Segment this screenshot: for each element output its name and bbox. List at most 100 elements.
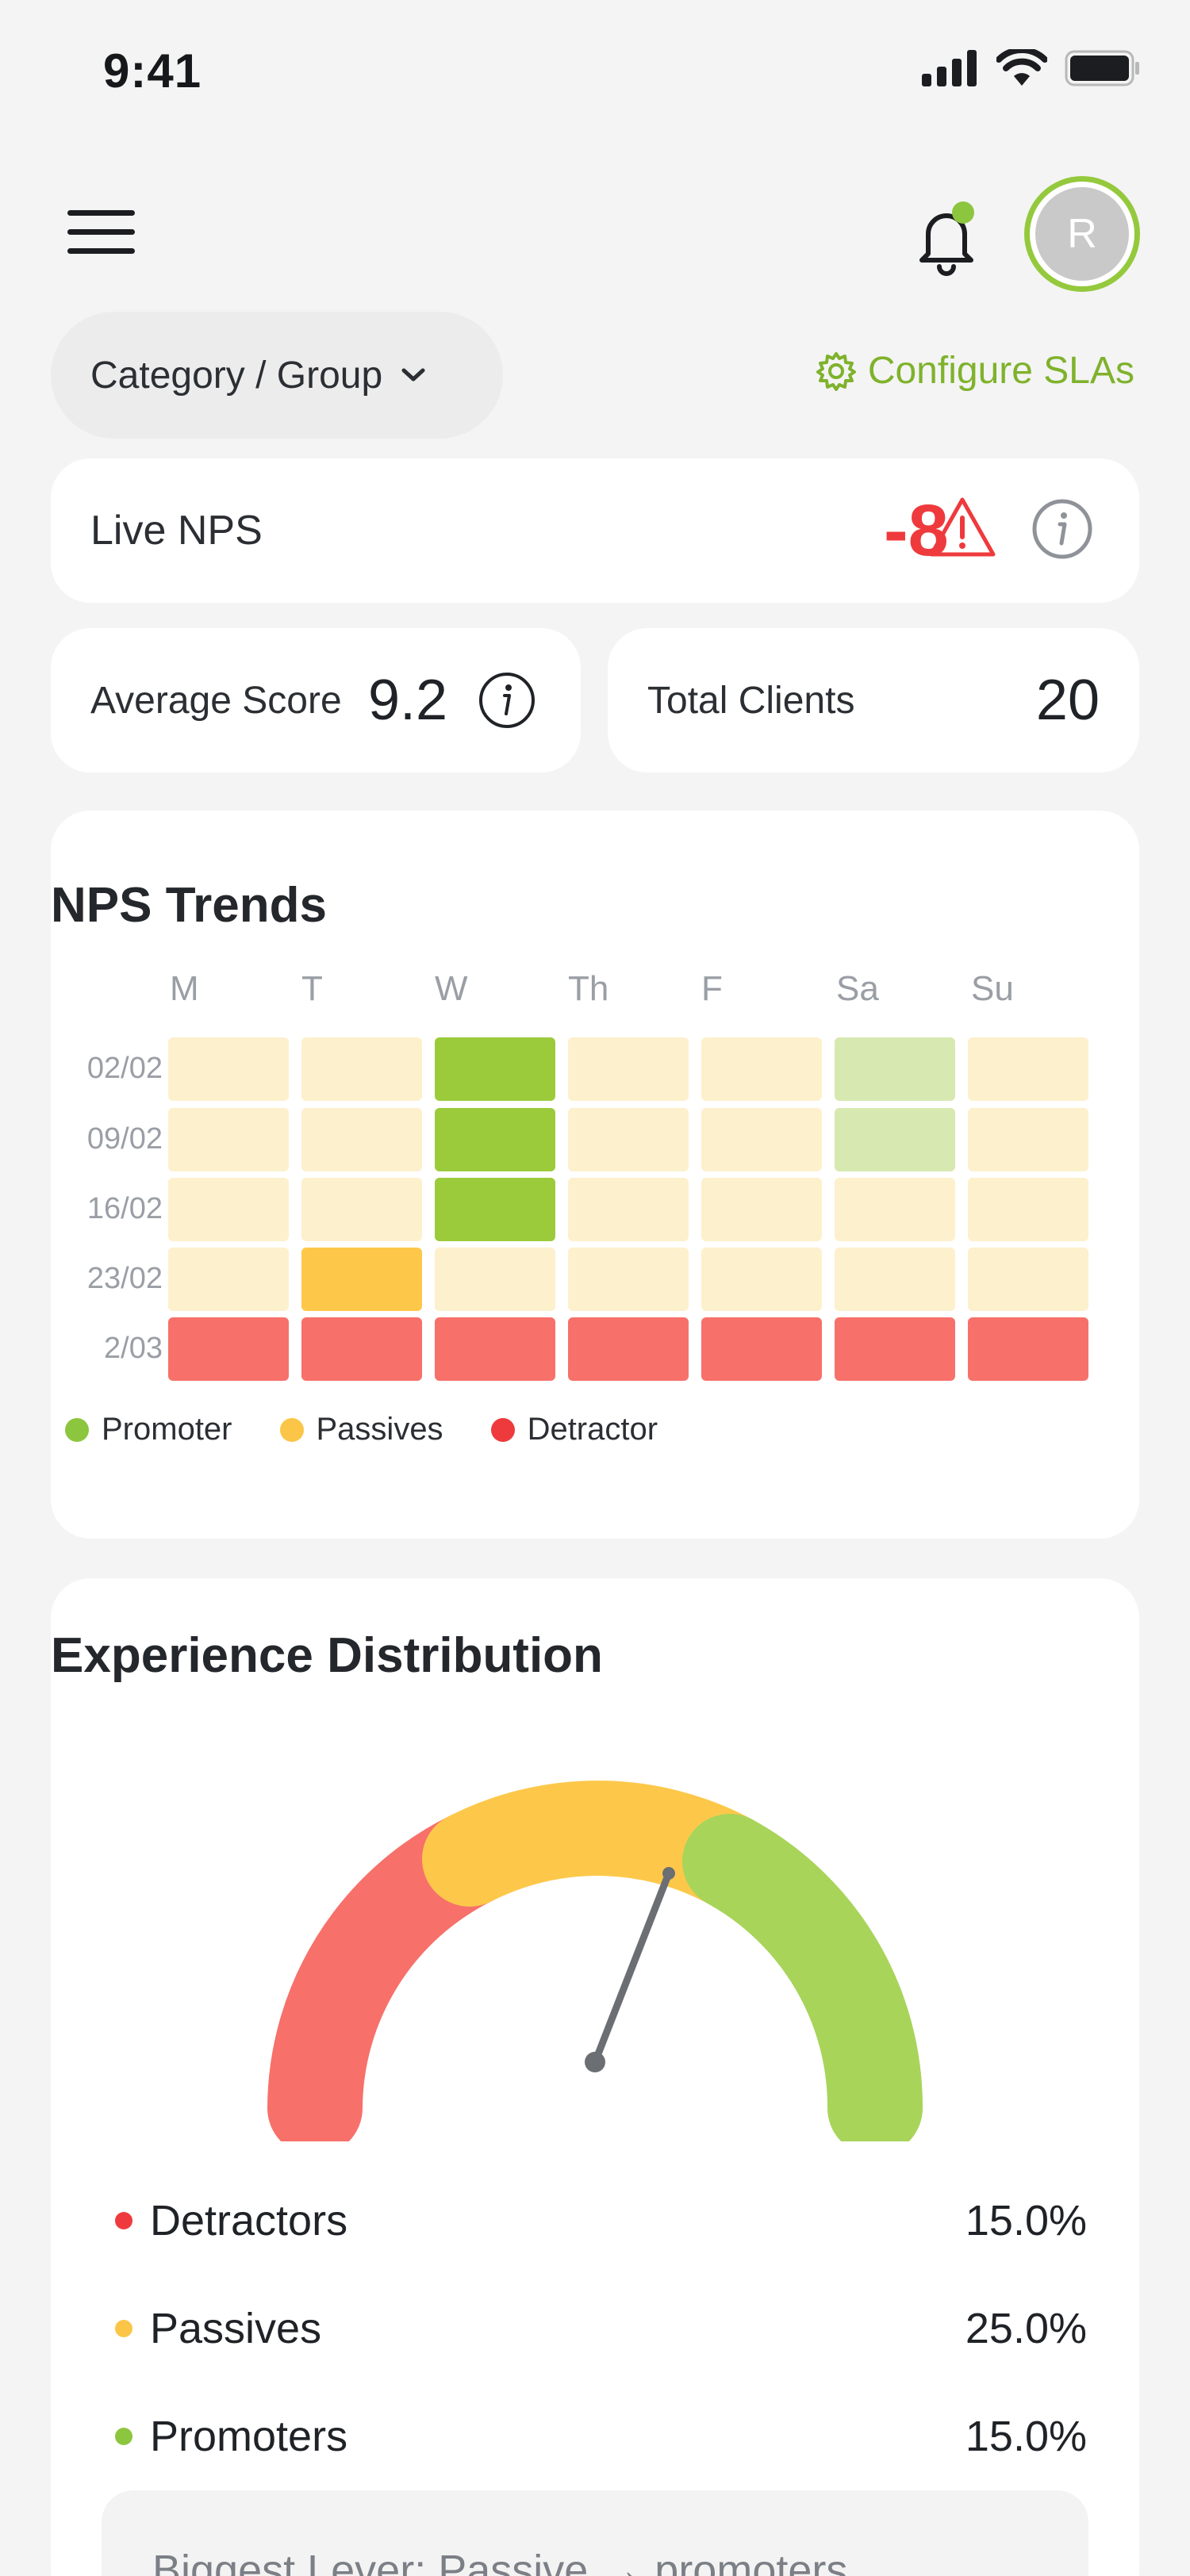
biggest-lever-text: Biggest Lever: Passive → promoters: [152, 2547, 848, 2576]
chevron-down-icon: [401, 368, 425, 381]
heatmap-cell[interactable]: [435, 1037, 555, 1101]
heatmap-cell[interactable]: [168, 1037, 289, 1101]
heatmap-cell[interactable]: [301, 1037, 422, 1101]
heatmap-cell[interactable]: [435, 1178, 555, 1241]
gauge-needle: [591, 1869, 673, 2066]
detractor-dot: [115, 2212, 132, 2229]
heatmap-cell[interactable]: [701, 1037, 822, 1101]
heatmap-cell[interactable]: [168, 1178, 289, 1241]
legend-item-passives: Passives: [279, 1412, 443, 1447]
distribution-label: Promoters: [150, 2413, 348, 2460]
average-score-card: Average Score 9.2: [51, 628, 581, 772]
biggest-lever-banner: Biggest Lever: Passive → promoters: [102, 2490, 1088, 2576]
week-label: 09/02: [86, 1122, 163, 1156]
total-clients-card: Total Clients 20: [608, 628, 1139, 772]
heatmap-cell[interactable]: [968, 1037, 1088, 1101]
legend-item-promoter: Promoter: [65, 1412, 232, 1447]
heatmap-cell[interactable]: [835, 1248, 955, 1311]
experience-distribution-card: [51, 1578, 1139, 2576]
day-label: Th: [568, 969, 609, 1008]
legend-item-detractor: Detractor: [490, 1412, 658, 1447]
day-label: Sa: [836, 969, 879, 1008]
heatmap-cell[interactable]: [301, 1248, 422, 1311]
live-nps-value: -8: [884, 489, 949, 571]
week-label: 02/02: [86, 1052, 163, 1085]
category-group-label: Category / Group: [90, 354, 383, 397]
trends-legend: Promoter Passives Detractor: [65, 1412, 658, 1447]
heatmap-cell[interactable]: [168, 1317, 289, 1381]
distribution-value: 15.0%: [965, 2413, 1087, 2460]
battery-icon: [1065, 50, 1139, 86]
configure-slas-label: Configure SLAs: [867, 350, 1134, 392]
bell-icon[interactable]: [911, 198, 982, 278]
warning-icon: [929, 497, 996, 557]
day-label: T: [301, 969, 323, 1008]
day-label: W: [435, 969, 468, 1008]
promoter-dot: [115, 2428, 132, 2445]
average-score-value: 9.2: [368, 669, 448, 732]
signal-icon: [922, 50, 977, 86]
promoter-dot: [65, 1417, 89, 1442]
gauge-promoter-arc: [682, 1814, 923, 2141]
avatar-initial: R: [1035, 187, 1129, 281]
heatmap-cell[interactable]: [301, 1108, 422, 1171]
heatmap-cell[interactable]: [701, 1178, 822, 1241]
wifi-icon: [996, 49, 1047, 86]
heatmap-cell[interactable]: [301, 1317, 422, 1381]
info-icon[interactable]: [478, 671, 536, 730]
distribution-value: 15.0%: [965, 2197, 1087, 2244]
heatmap-cell[interactable]: [968, 1248, 1088, 1311]
heatmap-cell[interactable]: [435, 1248, 555, 1311]
menu-icon: [67, 210, 135, 216]
gear-icon: [816, 351, 856, 391]
live-nps-card: Live NPS -8: [51, 458, 1139, 603]
heatmap-cell[interactable]: [968, 1108, 1088, 1171]
heatmap-cell[interactable]: [835, 1108, 955, 1171]
passive-dot: [279, 1417, 304, 1442]
heatmap-cell[interactable]: [835, 1037, 955, 1101]
heatmap-cell[interactable]: [835, 1178, 955, 1241]
status-icons: [922, 49, 1141, 87]
configure-slas-button[interactable]: Configure SLAs: [816, 349, 1134, 393]
heatmap-cell[interactable]: [568, 1317, 689, 1381]
menu-button[interactable]: [67, 210, 135, 254]
average-score-label: Average Score: [90, 679, 342, 722]
heatmap-cell[interactable]: [435, 1317, 555, 1381]
status-time: 9:41: [103, 44, 202, 98]
total-clients-value: 20: [1035, 669, 1100, 732]
info-icon[interactable]: [1031, 498, 1093, 560]
week-label: 2/03: [104, 1332, 163, 1365]
category-group-select[interactable]: Category / Group: [51, 312, 503, 439]
legend-label: Detractor: [527, 1412, 658, 1447]
legend-label: Passives: [316, 1412, 443, 1447]
heatmap-cell[interactable]: [168, 1108, 289, 1171]
distribution-row-passives: Passives 25.0%: [115, 2297, 1087, 2360]
heatmap-cell[interactable]: [568, 1178, 689, 1241]
heatmap-cell[interactable]: [968, 1317, 1088, 1381]
live-nps-label: Live NPS: [90, 508, 263, 554]
week-label: 16/02: [86, 1192, 163, 1225]
passive-dot: [115, 2320, 132, 2337]
total-clients-label: Total Clients: [647, 679, 855, 722]
experience-gauge: [267, 1781, 923, 2141]
heatmap-cell[interactable]: [568, 1108, 689, 1171]
heatmap-cell[interactable]: [568, 1248, 689, 1311]
heatmap-cell[interactable]: [701, 1317, 822, 1381]
heatmap-cell[interactable]: [301, 1178, 422, 1241]
heatmap-cell[interactable]: [701, 1248, 822, 1311]
day-label: F: [701, 969, 723, 1008]
week-label: 23/02: [86, 1262, 163, 1295]
distribution-label: Passives: [150, 2305, 322, 2352]
heatmap-cell[interactable]: [168, 1248, 289, 1311]
avatar[interactable]: R: [1024, 176, 1140, 292]
nps-trends-card: [51, 811, 1139, 1539]
heatmap-cell[interactable]: [701, 1108, 822, 1171]
distribution-row-detractors: Detractors 15.0%: [115, 2189, 1087, 2252]
heatmap-cell[interactable]: [968, 1178, 1088, 1241]
legend-label: Promoter: [102, 1412, 232, 1447]
heatmap-cell[interactable]: [568, 1037, 689, 1101]
heatmap-cell[interactable]: [435, 1108, 555, 1171]
heatmap-cell[interactable]: [835, 1317, 955, 1381]
nps-trends-title: NPS Trends: [51, 878, 327, 933]
